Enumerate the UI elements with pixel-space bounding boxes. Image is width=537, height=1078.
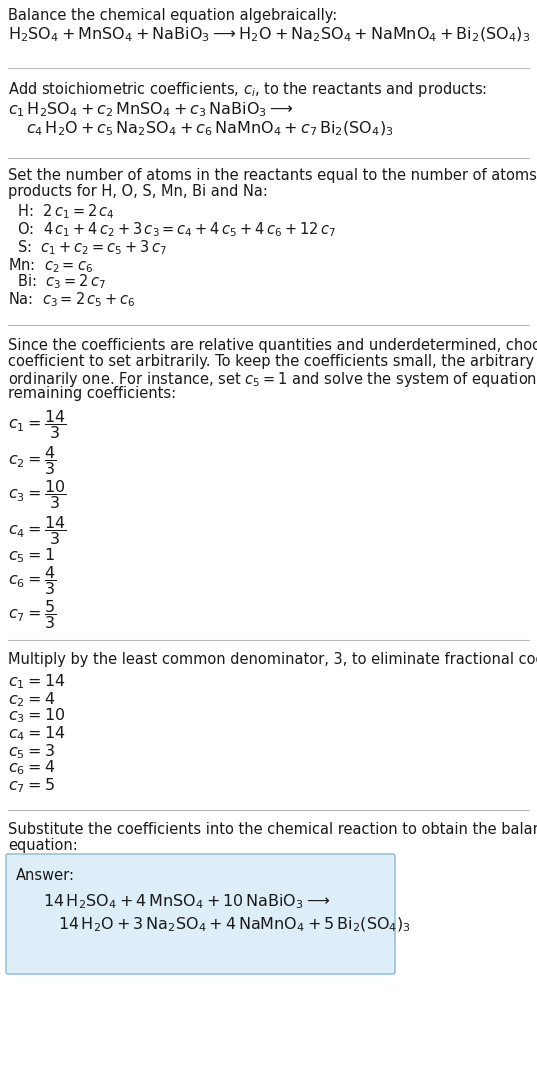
Text: $14\,\mathrm{H_2O} + 3\,\mathrm{Na_2SO_4} + 4\,\mathrm{NaMnO_4} + 5\,\mathrm{Bi_: $14\,\mathrm{H_2O} + 3\,\mathrm{Na_2SO_4… (58, 916, 411, 935)
Text: $c_6 = 4$: $c_6 = 4$ (8, 758, 55, 777)
Text: Since the coefficients are relative quantities and underdetermined, choose a: Since the coefficients are relative quan… (8, 338, 537, 353)
Text: Substitute the coefficients into the chemical reaction to obtain the balanced: Substitute the coefficients into the che… (8, 823, 537, 837)
Text: products for H, O, S, Mn, Bi and Na:: products for H, O, S, Mn, Bi and Na: (8, 184, 268, 199)
Text: $\mathrm{H_2SO_4 + MnSO_4 + NaBiO_3} \longrightarrow \mathrm{H_2O + Na_2SO_4 + N: $\mathrm{H_2SO_4 + MnSO_4 + NaBiO_3} \lo… (8, 26, 531, 44)
Text: $c_2 = 4$: $c_2 = 4$ (8, 690, 55, 708)
Text: $c_5 = 3$: $c_5 = 3$ (8, 742, 55, 761)
Text: $c_3 = 10$: $c_3 = 10$ (8, 706, 65, 724)
Text: $c_3 = \dfrac{10}{3}$: $c_3 = \dfrac{10}{3}$ (8, 478, 67, 511)
Text: $14\,\mathrm{H_2SO_4} + 4\,\mathrm{MnSO_4} + 10\,\mathrm{NaBiO_3} \longrightarro: $14\,\mathrm{H_2SO_4} + 4\,\mathrm{MnSO_… (43, 892, 330, 911)
Text: $c_1 = 14$: $c_1 = 14$ (8, 672, 66, 691)
Text: Mn:  $c_2 = c_6$: Mn: $c_2 = c_6$ (8, 255, 93, 275)
FancyBboxPatch shape (6, 854, 395, 975)
Text: Bi:  $c_3 = 2\,c_7$: Bi: $c_3 = 2\,c_7$ (8, 272, 106, 291)
Text: $c_5 = 1$: $c_5 = 1$ (8, 545, 55, 565)
Text: $c_4 = 14$: $c_4 = 14$ (8, 724, 66, 743)
Text: H:  $2\,c_1 = 2\,c_4$: H: $2\,c_1 = 2\,c_4$ (8, 202, 115, 221)
Text: remaining coefficients:: remaining coefficients: (8, 386, 176, 401)
Text: Multiply by the least common denominator, 3, to eliminate fractional coefficient: Multiply by the least common denominator… (8, 652, 537, 667)
Text: Set the number of atoms in the reactants equal to the number of atoms in the: Set the number of atoms in the reactants… (8, 168, 537, 183)
Text: equation:: equation: (8, 838, 78, 853)
Text: $c_1 = \dfrac{14}{3}$: $c_1 = \dfrac{14}{3}$ (8, 407, 67, 441)
Text: O:  $4\,c_1 + 4\,c_2 + 3\,c_3 = c_4 + 4\,c_5 + 4\,c_6 + 12\,c_7$: O: $4\,c_1 + 4\,c_2 + 3\,c_3 = c_4 + 4\,… (8, 220, 336, 238)
Text: $c_2 = \dfrac{4}{3}$: $c_2 = \dfrac{4}{3}$ (8, 444, 56, 476)
Text: $c_1\,\mathrm{H_2SO_4} + c_2\,\mathrm{MnSO_4} + c_3\,\mathrm{NaBiO_3} \longright: $c_1\,\mathrm{H_2SO_4} + c_2\,\mathrm{Mn… (8, 100, 294, 119)
Text: $c_6 = \dfrac{4}{3}$: $c_6 = \dfrac{4}{3}$ (8, 564, 56, 597)
Text: $c_4 = \dfrac{14}{3}$: $c_4 = \dfrac{14}{3}$ (8, 514, 67, 547)
Text: $c_7 = \dfrac{5}{3}$: $c_7 = \dfrac{5}{3}$ (8, 598, 56, 631)
Text: $c_4\,\mathrm{H_2O} + c_5\,\mathrm{Na_2SO_4} + c_6\,\mathrm{NaMnO_4} + c_7\,\mat: $c_4\,\mathrm{H_2O} + c_5\,\mathrm{Na_2S… (26, 120, 394, 138)
Text: coefficient to set arbitrarily. To keep the coefficients small, the arbitrary va: coefficient to set arbitrarily. To keep … (8, 354, 537, 369)
Text: Na:  $c_3 = 2\,c_5 + c_6$: Na: $c_3 = 2\,c_5 + c_6$ (8, 290, 136, 308)
Text: Balance the chemical equation algebraically:: Balance the chemical equation algebraica… (8, 8, 337, 23)
Text: $c_7 = 5$: $c_7 = 5$ (8, 776, 55, 794)
Text: S:  $c_1 + c_2 = c_5 + 3\,c_7$: S: $c_1 + c_2 = c_5 + 3\,c_7$ (8, 238, 167, 257)
Text: Add stoichiometric coefficients, $c_i$, to the reactants and products:: Add stoichiometric coefficients, $c_i$, … (8, 80, 487, 99)
Text: ordinarily one. For instance, set $c_5 = 1$ and solve the system of equations fo: ordinarily one. For instance, set $c_5 =… (8, 370, 537, 389)
Text: Answer:: Answer: (16, 868, 75, 883)
